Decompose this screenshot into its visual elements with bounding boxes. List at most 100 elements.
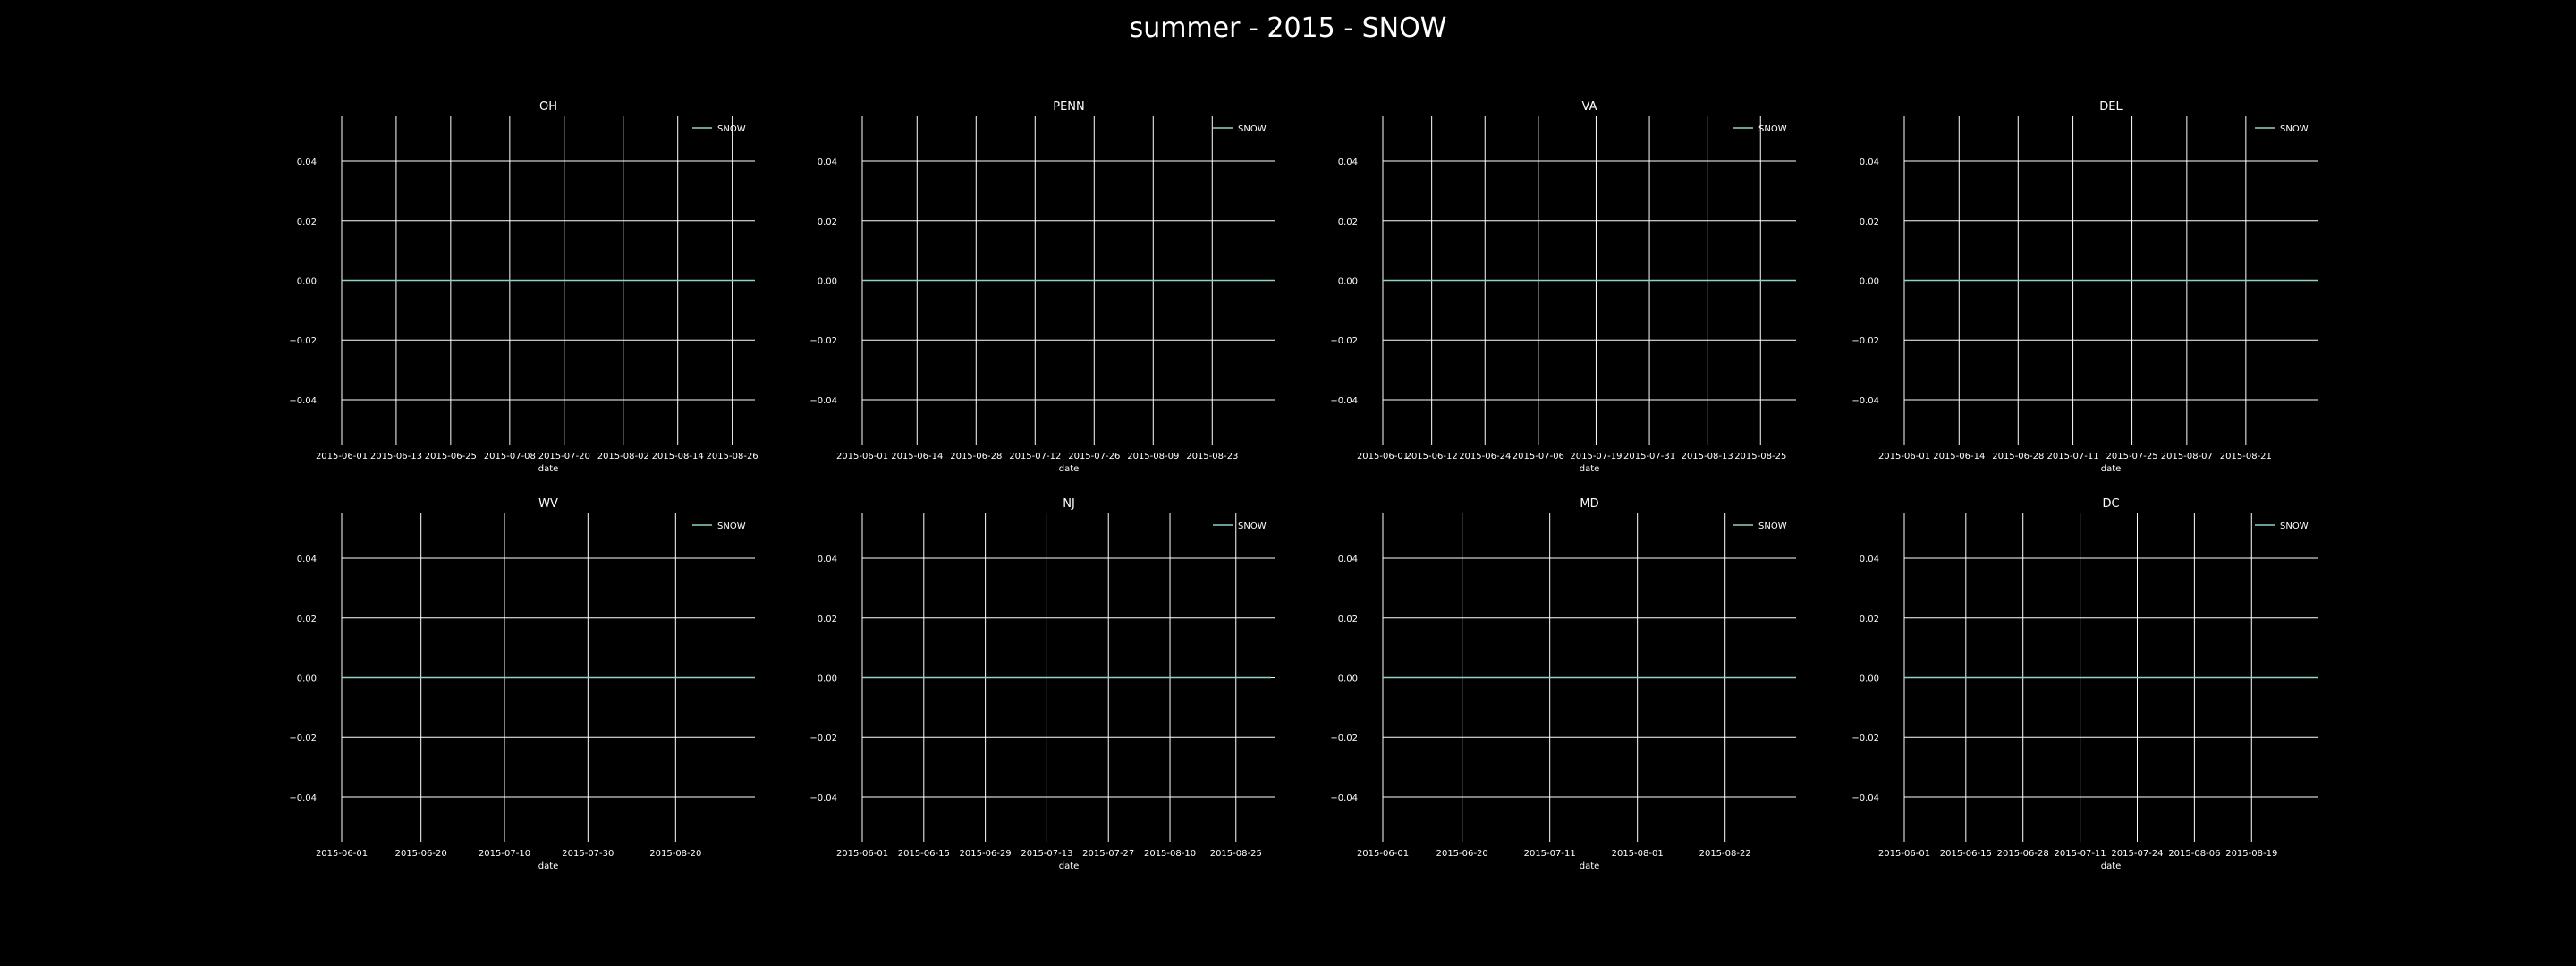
y-tick-label: 0.00 [818, 674, 837, 684]
legend-label: SNOW [2280, 521, 2309, 531]
x-tick-label: 2015-08-01 [1612, 849, 1664, 859]
legend-label: SNOW [717, 124, 746, 134]
y-tick-label: −0.02 [1330, 336, 1358, 346]
y-tick-label: 0.02 [1338, 614, 1358, 624]
x-tick-label: 2015-08-25 [1210, 849, 1262, 859]
x-tick-label: 2015-08-19 [2225, 849, 2277, 859]
x-axis-label: date [538, 464, 559, 474]
y-tick-label: 0.04 [1860, 157, 1879, 167]
subplot-md: 2015-06-01 2015-06-20 2015-07-11 2015-08-01… [1330, 497, 1796, 871]
x-axis-label: date [2101, 861, 2122, 871]
x-tick-label: 2015-06-14 [891, 452, 943, 462]
y-tick-label: 0.02 [1338, 217, 1358, 227]
x-tick-label: 2015-06-15 [1940, 849, 1992, 859]
y-tick-label: 0.04 [1338, 157, 1358, 167]
y-tick-label: −0.02 [1330, 733, 1358, 743]
y-tick-label: 0.04 [818, 555, 837, 564]
figure-title: summer - 2015 - SNOW [1129, 13, 1447, 44]
y-tick-label: 0.04 [297, 555, 317, 564]
x-tick-label: 2015-07-24 [2111, 849, 2163, 859]
x-tick-label: 2015-08-02 [597, 452, 649, 462]
x-tick-label: 2015-07-11 [2055, 849, 2106, 859]
x-tick-label: 2015-06-25 [425, 452, 477, 462]
y-tick-label: 0.04 [1860, 555, 1879, 564]
x-tick-label: 2015-08-06 [2168, 849, 2220, 859]
y-tick-label: 0.00 [1338, 277, 1358, 287]
y-tick-label: 0.02 [1860, 614, 1879, 624]
x-tick-label: 2015-08-23 [1186, 452, 1238, 462]
x-tick-label: 2015-06-01 [316, 849, 368, 859]
subplot-title: PENN [1053, 100, 1085, 114]
y-tick-label: 0.00 [297, 674, 317, 684]
x-tick-label: 2015-07-13 [1021, 849, 1072, 859]
x-axis-label: date [538, 861, 559, 871]
y-tick-label: −0.04 [809, 396, 837, 406]
subplot-title: OH [539, 100, 557, 114]
y-tick-label: 0.04 [297, 157, 317, 167]
y-tick-label: 0.04 [1338, 555, 1358, 564]
x-tick-label: 2015-08-10 [1144, 849, 1196, 859]
x-tick-label: 2015-07-30 [562, 849, 614, 859]
subplot-title: DEL [2099, 100, 2123, 114]
legend-label: SNOW [2280, 124, 2309, 134]
y-tick-label: −0.02 [289, 733, 317, 743]
legend-label: SNOW [1758, 521, 1787, 531]
x-tick-label: 2015-06-12 [1406, 452, 1458, 462]
x-tick-label: 2015-06-28 [1992, 452, 2044, 462]
x-axis-label: date [1059, 464, 1080, 474]
y-tick-label: −0.04 [1330, 793, 1358, 803]
subplot-oh: 2015-06-01 2015-06-13 2015-06-25 2015-07-08… [289, 100, 758, 474]
x-tick-label: 2015-06-01 [836, 452, 888, 462]
y-tick-label: −0.04 [289, 396, 317, 406]
x-tick-label: 2015-08-22 [1699, 849, 1751, 859]
x-tick-label: 2015-06-24 [1459, 452, 1511, 462]
y-tick-label: −0.02 [809, 733, 837, 743]
y-tick-label: −0.02 [289, 336, 317, 346]
legend-label: SNOW [1238, 521, 1267, 531]
x-tick-label: 2015-07-20 [538, 452, 590, 462]
x-tick-label: 2015-06-01 [1357, 452, 1409, 462]
x-tick-label: 2015-06-29 [960, 849, 1012, 859]
x-tick-label: 2015-08-07 [2161, 452, 2213, 462]
x-tick-label: 2015-06-14 [1933, 452, 1985, 462]
subplot-dc: 2015-06-01 2015-06-15 2015-06-28 2015-07-11… [1852, 497, 2318, 871]
legend-label: SNOW [717, 521, 746, 531]
y-tick-label: −0.04 [1330, 396, 1358, 406]
subplot-nj: 2015-06-01 2015-06-15 2015-06-29 2015-07-13… [809, 497, 1275, 871]
legend-label: SNOW [1238, 124, 1267, 134]
x-tick-label: 2015-06-13 [370, 452, 422, 462]
y-tick-label: 0.02 [818, 614, 837, 624]
x-tick-label: 2015-08-20 [649, 849, 701, 859]
x-tick-label: 2015-07-31 [1623, 452, 1675, 462]
x-tick-label: 2015-07-19 [1570, 452, 1622, 462]
subplot-del: 2015-06-01 2015-06-14 2015-06-28 2015-07-11… [1852, 100, 2318, 474]
x-tick-label: 2015-07-26 [1068, 452, 1120, 462]
y-tick-label: 0.00 [1860, 674, 1879, 684]
x-tick-label: 2015-07-12 [1009, 452, 1061, 462]
y-tick-label: −0.02 [1852, 336, 1879, 346]
x-tick-label: 2015-06-01 [836, 849, 888, 859]
x-tick-label: 2015-08-25 [1734, 452, 1786, 462]
x-tick-label: 2015-06-20 [395, 849, 447, 859]
y-tick-label: 0.00 [1338, 674, 1358, 684]
x-tick-label: 2015-07-11 [1524, 849, 1576, 859]
x-tick-label: 2015-08-14 [652, 452, 704, 462]
x-tick-label: 2015-07-08 [484, 452, 536, 462]
y-tick-label: −0.02 [1852, 733, 1879, 743]
y-tick-label: −0.04 [289, 793, 317, 803]
subplot-title: WV [538, 497, 558, 511]
x-axis-label: date [2101, 464, 2122, 474]
x-tick-label: 2015-08-09 [1127, 452, 1179, 462]
subplot-title: NJ [1063, 497, 1075, 511]
x-tick-label: 2015-06-15 [898, 849, 950, 859]
y-tick-label: 0.02 [297, 614, 317, 624]
x-axis-label: date [1059, 861, 1080, 871]
x-tick-label: 2015-06-01 [316, 452, 368, 462]
y-tick-label: 0.02 [1860, 217, 1879, 227]
x-tick-label: 2015-06-28 [950, 452, 1002, 462]
y-tick-label: 0.02 [818, 217, 837, 227]
x-tick-label: 2015-07-11 [2047, 452, 2099, 462]
y-tick-label: 0.04 [818, 157, 837, 167]
